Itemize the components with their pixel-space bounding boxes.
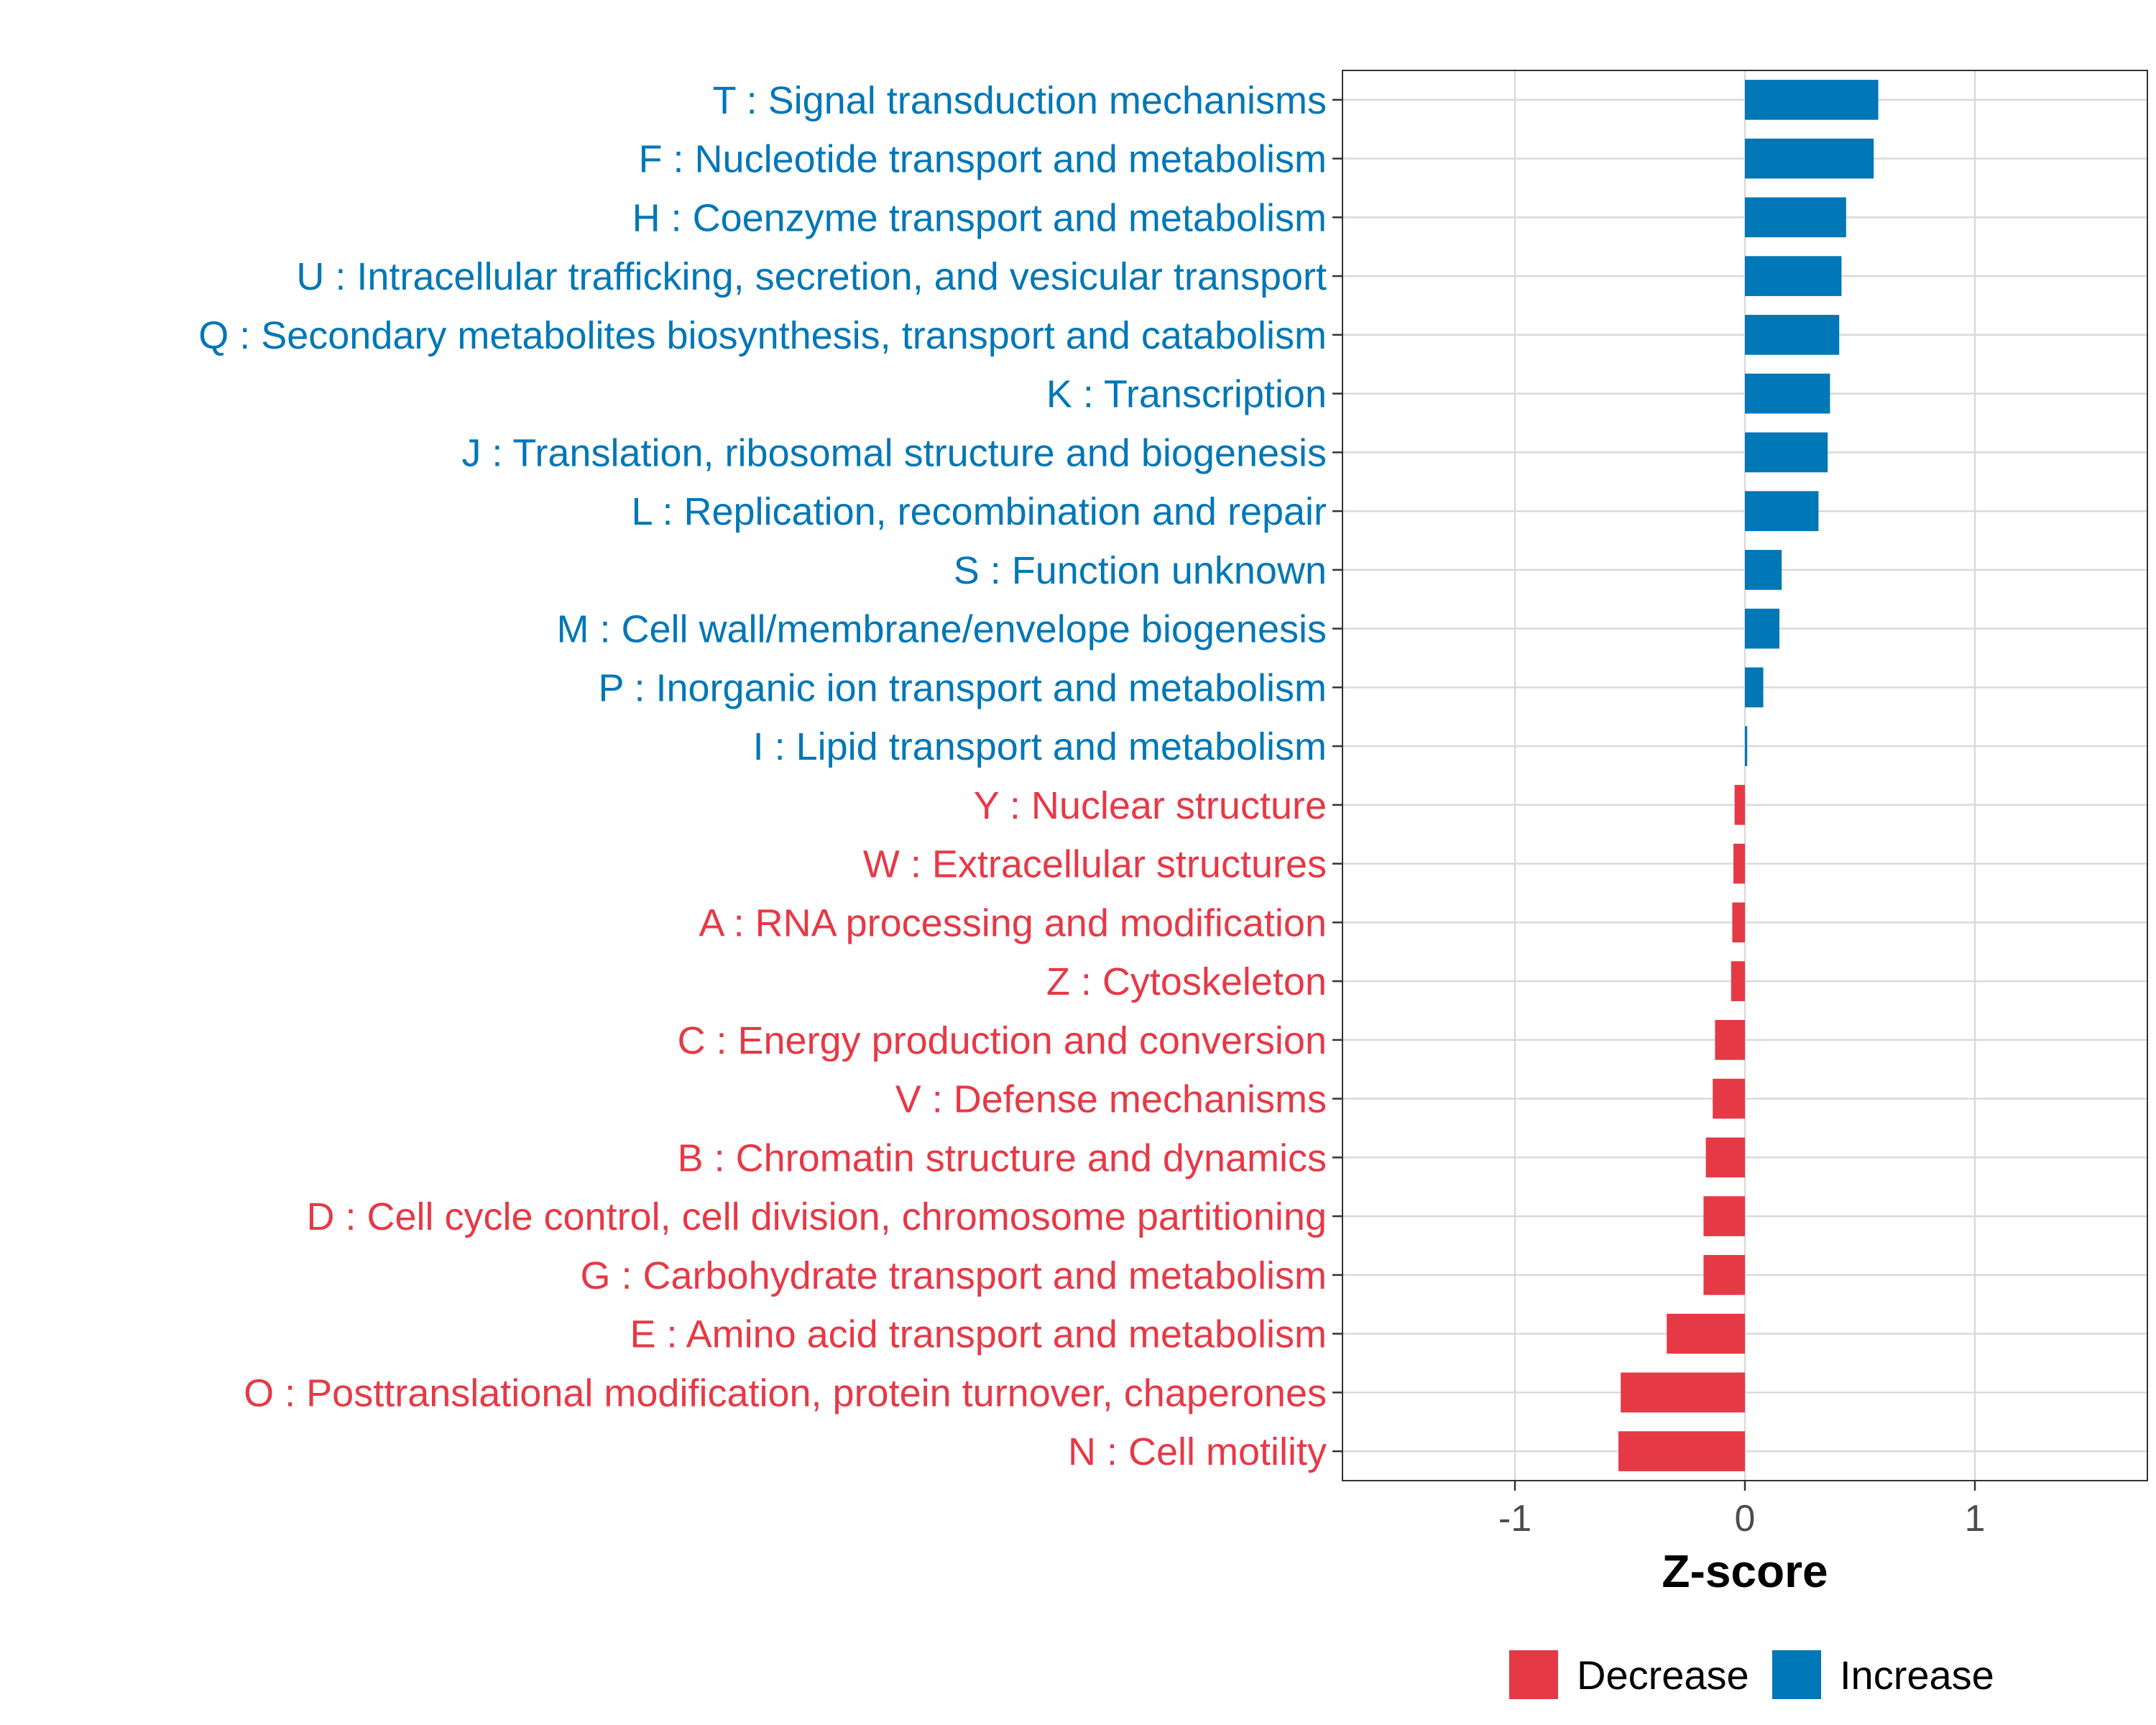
category-label: C : Energy production and conversion: [677, 1019, 1327, 1062]
category-label: F : Nucleotide transport and metabolism: [639, 138, 1327, 181]
bar: [1745, 80, 1879, 120]
bar: [1745, 667, 1764, 708]
legend: Decrease Increase: [1509, 1650, 1994, 1699]
bar: [1734, 785, 1745, 825]
bar: [1745, 491, 1819, 531]
category-label: V : Defense mechanisms: [895, 1078, 1327, 1121]
bars: [1618, 80, 1879, 1471]
category-label: N : Cell motility: [1068, 1430, 1327, 1473]
category-label: A : RNA processing and modification: [699, 901, 1327, 944]
axis-ticks: -1 0 1: [1332, 98, 1986, 1540]
category-label: G : Carbohydrate transport and metabolis…: [581, 1254, 1327, 1297]
category-label: Z : Cytoskeleton: [1046, 960, 1327, 1003]
category-label: T : Signal transduction mechanisms: [713, 79, 1327, 122]
category-label: L : Replication, recombination and repai…: [631, 490, 1327, 533]
bar: [1745, 256, 1842, 296]
category-label: S : Function unknown: [954, 549, 1327, 592]
x-tick-label: 0: [1735, 1498, 1756, 1540]
category-label: Y : Nuclear structure: [974, 784, 1327, 827]
bar: [1731, 961, 1745, 1001]
category-label: B : Chromatin structure and dynamics: [678, 1136, 1327, 1179]
bar: [1745, 432, 1828, 473]
bar: [1745, 138, 1874, 179]
bar: [1745, 608, 1779, 649]
category-label: W : Extracellular structures: [863, 843, 1327, 886]
bar: [1703, 1196, 1745, 1236]
category-label: H : Coenzyme transport and metabolism: [632, 196, 1327, 239]
category-label: D : Cell cycle control, cell division, c…: [306, 1195, 1327, 1238]
legend-label-decrease: Decrease: [1577, 1652, 1749, 1698]
category-label: U : Intracellular trafficking, secretion…: [296, 255, 1327, 298]
bar: [1705, 1137, 1745, 1178]
x-axis-title: Z-score: [1662, 1545, 1828, 1597]
legend-swatch-increase: [1772, 1650, 1821, 1699]
bar: [1713, 1078, 1745, 1119]
category-label: M : Cell wall/membrane/envelope biogenes…: [556, 608, 1327, 651]
bar: [1745, 373, 1830, 414]
bar: [1715, 1020, 1745, 1060]
bar: [1732, 902, 1745, 943]
category-label: I : Lipid transport and metabolism: [753, 725, 1327, 768]
bar: [1745, 197, 1846, 238]
bar: [1618, 1431, 1745, 1471]
category-label: O : Posttranslational modification, prot…: [244, 1371, 1327, 1414]
category-label: Q : Secondary metabolites biosynthesis, …: [198, 314, 1327, 357]
bar: [1621, 1372, 1745, 1413]
bar: [1733, 843, 1745, 884]
legend-label-increase: Increase: [1840, 1652, 1994, 1698]
category-label: J : Translation, ribosomal structure and…: [461, 431, 1327, 474]
bar: [1667, 1313, 1745, 1354]
legend-swatch-decrease: [1509, 1650, 1558, 1699]
bar: [1745, 315, 1840, 355]
category-labels: T : Signal transduction mechanisms F : Nu…: [198, 79, 1327, 1473]
category-label: E : Amino acid transport and metabolism: [630, 1313, 1327, 1356]
category-label: K : Transcription: [1046, 373, 1327, 416]
category-label: P : Inorganic ion transport and metaboli…: [598, 666, 1327, 709]
bar: [1745, 550, 1782, 590]
x-tick-label: -1: [1498, 1498, 1531, 1540]
bar: [1745, 726, 1748, 766]
bar: [1703, 1255, 1745, 1295]
x-tick-label: 1: [1965, 1498, 1986, 1540]
